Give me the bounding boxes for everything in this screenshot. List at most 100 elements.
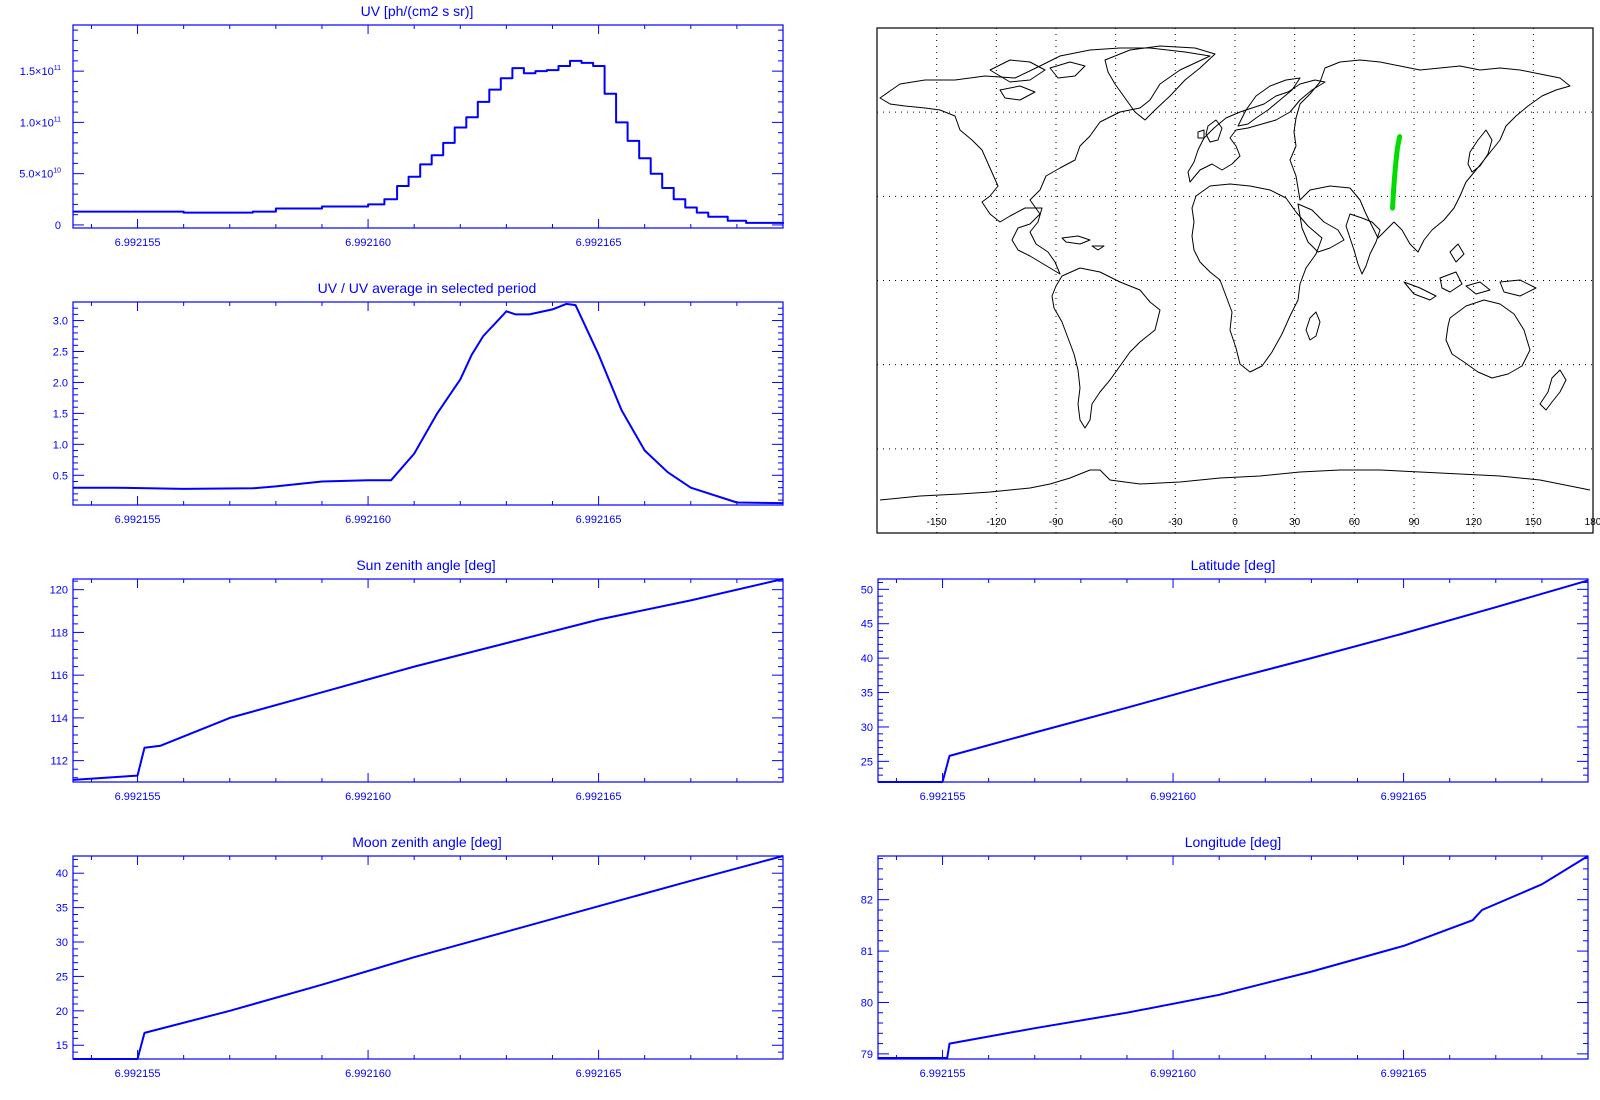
world-map-lon-labels: -150 -120 -90 -60 -30 0 30 60 90 120 150 180 <box>927 517 1600 528</box>
coastline-asia <box>1289 59 1571 253</box>
latitude-plot-ticks: 6.992155 6.992160 6.992165 25 30 35 40 45 50 <box>861 579 1589 803</box>
y-tick-label: 114 <box>50 713 68 725</box>
x-tick-label: 6.992165 <box>576 791 622 803</box>
x-tick-label: 6.992160 <box>1150 1068 1196 1080</box>
sun-zenith-series-line <box>72 578 784 781</box>
sun-zenith-plot: Sun zenith angle [deg] 6.992155 6.992160 6… <box>50 557 784 803</box>
y-tick-label: 25 <box>56 971 68 983</box>
coastline-arctic-islands <box>989 59 1086 101</box>
latitude-plot-frame <box>877 578 1589 783</box>
map-lon-label: 180 <box>1585 517 1600 528</box>
world-map-gridlines <box>877 28 1593 533</box>
y-tick-label: 79 <box>861 1049 873 1061</box>
x-tick-label: 6.992155 <box>920 1068 966 1080</box>
moon-zenith-series-line <box>73 855 784 1060</box>
coastline-arabia <box>1297 203 1345 253</box>
coastline-madagascar <box>1305 311 1321 341</box>
x-tick-label: 6.992155 <box>115 237 161 249</box>
x-tick-label: 6.992160 <box>345 1068 391 1080</box>
coastline-australia <box>1445 299 1531 379</box>
y-tick-label: 40 <box>861 653 873 665</box>
y-tick-label: 30 <box>861 722 873 734</box>
coastline-japan <box>1467 129 1493 173</box>
map-lon-label: 0 <box>1232 517 1238 528</box>
y-tick-label: 120 <box>50 585 68 597</box>
y-tick-label: 5.0×1010 <box>19 168 61 181</box>
uv-ratio-plot-frame <box>72 301 784 506</box>
map-lon-label: 90 <box>1408 517 1420 528</box>
x-tick-label: 6.992165 <box>576 1068 622 1080</box>
y-tick-label: 1.5×1011 <box>20 65 61 78</box>
y-tick-label: 40 <box>56 868 68 880</box>
map-lon-label: -120 <box>986 517 1006 528</box>
y-tick-label: 118 <box>50 627 68 639</box>
uv-series-line <box>73 59 784 224</box>
y-tick-label: 50 <box>861 584 873 596</box>
moon-zenith-plot-frame <box>72 855 784 1060</box>
coastline-north-america <box>879 47 1211 275</box>
coastline-scandinavia <box>1237 77 1301 127</box>
uv-ratio-plot: UV / UV average in selected period 6.992… <box>53 280 784 526</box>
y-tick-label: 30 <box>56 937 68 949</box>
y-tick-label: 2.5 <box>53 347 68 359</box>
coastline-new-zealand <box>1539 369 1567 411</box>
y-tick-label: 35 <box>861 688 873 700</box>
map-lon-label: 150 <box>1525 517 1542 528</box>
latitude-plot: Latitude [deg] 6.992155 6.992160 6.992165 2… <box>861 557 1589 803</box>
longitude-plot-ticks: 6.992155 6.992160 6.992165 79 80 81 82 <box>861 856 1589 1080</box>
x-tick-label: 6.992155 <box>115 791 161 803</box>
uv-plot: UV [ph/(cm2 s sr)] 6.992155 6.992160 6.992… <box>19 3 784 249</box>
x-tick-label: 6.992160 <box>1150 791 1196 803</box>
y-tick-label: 45 <box>861 619 873 631</box>
map-lon-label: -60 <box>1108 517 1123 528</box>
y-tick-label: 1.0 <box>53 439 68 451</box>
x-tick-label: 6.992165 <box>1381 1068 1427 1080</box>
coastline-british-isles <box>1197 119 1223 143</box>
longitude-plot-frame <box>877 855 1589 1060</box>
longitude-series-line <box>878 855 1589 1059</box>
y-tick-label: 82 <box>861 895 873 907</box>
longitude-plot: Longitude [deg] 6.992155 6.992160 6.992165… <box>861 834 1589 1080</box>
moon-zenith-plot-ticks: 6.992155 6.992160 6.992165 15 20 25 30 35 40 <box>56 856 784 1080</box>
world-map: -150 -120 -90 -60 -30 0 30 60 90 120 150 180 <box>876 27 1600 534</box>
y-tick-label: 35 <box>56 903 68 915</box>
sun-zenith-plot-title: Sun zenith angle [deg] <box>356 557 495 573</box>
y-tick-label: 1.5 <box>53 408 68 420</box>
x-tick-label: 6.992160 <box>345 514 391 526</box>
x-tick-label: 6.992155 <box>115 514 161 526</box>
x-tick-label: 6.992160 <box>345 237 391 249</box>
x-tick-label: 6.992155 <box>920 791 966 803</box>
latitude-plot-title: Latitude [deg] <box>1191 557 1276 573</box>
x-tick-label: 6.992165 <box>1381 791 1427 803</box>
satellite-track <box>1390 134 1403 211</box>
uv-plot-frame <box>72 24 784 229</box>
uv-ratio-plot-ticks: 6.992155 6.992160 6.992165 0.5 1.0 1.5 2.0 2.5 3… <box>53 301 784 526</box>
moon-zenith-plot: Moon zenith angle [deg] 6.992155 6.992160… <box>56 834 784 1080</box>
x-tick-label: 6.992160 <box>345 791 391 803</box>
map-lon-label: 60 <box>1349 517 1361 528</box>
longitude-plot-title: Longitude [deg] <box>1185 834 1282 850</box>
x-tick-label: 6.992155 <box>115 1068 161 1080</box>
moon-zenith-plot-title: Moon zenith angle [deg] <box>352 834 501 850</box>
coastline-greenland <box>1104 45 1216 121</box>
uv-ratio-plot-title: UV / UV average in selected period <box>318 280 537 296</box>
uv-plot-title: UV [ph/(cm2 s sr)] <box>361 3 474 19</box>
uv-plot-ticks: 6.992155 6.992160 6.992165 0 5.0×1010 1.0×101… <box>19 25 784 249</box>
y-tick-label: 0 <box>55 220 61 232</box>
y-tick-label: 81 <box>861 946 873 958</box>
sun-zenith-plot-ticks: 6.992155 6.992160 6.992165 112 114 116 118 120 <box>50 579 784 803</box>
y-tick-label: 116 <box>50 670 68 682</box>
y-tick-label: 20 <box>56 1006 68 1018</box>
sun-zenith-plot-frame <box>72 578 784 783</box>
coastline-caribbean <box>1061 235 1105 251</box>
map-lon-label: -30 <box>1168 517 1183 528</box>
y-tick-label: 1.0×1011 <box>20 116 61 129</box>
map-lon-label: -150 <box>927 517 947 528</box>
y-tick-label: 0.5 <box>53 470 68 482</box>
y-tick-label: 112 <box>50 756 68 768</box>
coastline-europe <box>1187 79 1326 183</box>
y-tick-label: 15 <box>56 1040 68 1052</box>
coastline-india <box>1345 213 1381 275</box>
map-lon-label: 30 <box>1289 517 1301 528</box>
